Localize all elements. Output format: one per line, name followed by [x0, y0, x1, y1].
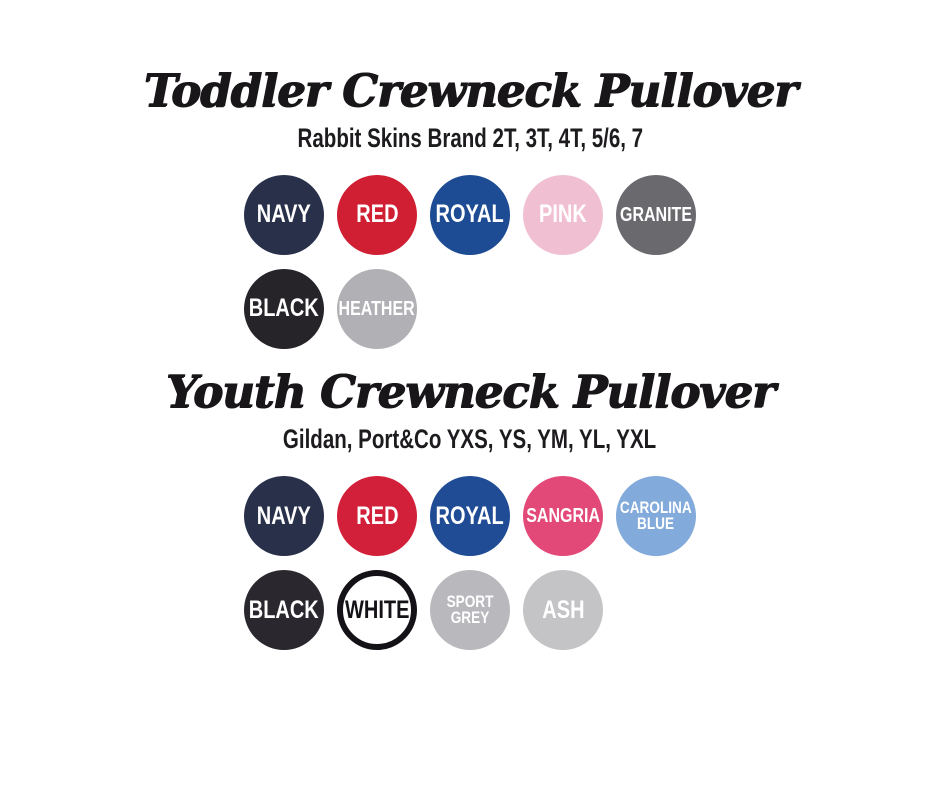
color-swatch-navy: NAVY — [244, 476, 324, 557]
color-swatch-label: ROYAL — [435, 200, 505, 229]
color-swatch-label: HEATHER — [338, 297, 416, 320]
youth-section-subtitle: Gildan, Port&Co YXS, YS, YM, YL, YXL — [0, 423, 940, 455]
color-swatch-heather: HEATHER — [337, 269, 417, 350]
youth-color-grid: NAVY RED ROYAL SANGRIA CAROLINA BLUE BLACK WHI… — [244, 476, 696, 651]
color-swatch-sport-grey: SPORT GREY — [430, 570, 510, 651]
color-swatch-label: WHITE — [344, 595, 410, 624]
toddler-sizes-text: Rabbit Skins Brand 2T, 3T, 4T, 5/6, 7 — [297, 122, 643, 153]
color-swatch-granite: GRANITE — [616, 175, 696, 256]
color-swatch-black: BLACK — [244, 269, 324, 350]
color-swatch-label: RED — [355, 200, 399, 229]
color-swatch-royal: ROYAL — [430, 476, 510, 557]
color-swatch-carolina-blue: CAROLINA BLUE — [616, 476, 696, 557]
color-swatch-label: ROYAL — [435, 501, 505, 530]
color-swatch-label: CAROLINA BLUE — [620, 498, 693, 534]
toddler-crewneck-section: Toddler Crewneck Pullover Rabbit Skins B… — [0, 62, 940, 350]
color-swatch-label: NAVY — [256, 200, 312, 229]
color-swatch-royal: ROYAL — [430, 175, 510, 256]
color-swatch-label: SANGRIA — [526, 504, 600, 527]
color-swatch-navy: NAVY — [244, 175, 324, 256]
toddler-section-title: Toddler Crewneck Pullover — [143, 64, 797, 117]
youth-section-title: Youth Crewneck Pullover — [165, 365, 776, 419]
color-swatch-red: RED — [337, 175, 417, 256]
color-swatch-label: BLACK — [249, 595, 319, 624]
color-swatch-label: RED — [355, 501, 399, 530]
color-swatch-label: NAVY — [256, 501, 312, 530]
color-swatch-label: SPORT GREY — [446, 592, 494, 628]
color-swatch-black: BLACK — [244, 570, 324, 651]
color-swatch-pink: PINK — [523, 175, 603, 256]
toddler-section-subtitle: Rabbit Skins Brand 2T, 3T, 4T, 5/6, 7 — [0, 122, 940, 154]
color-swatch-red: RED — [337, 476, 417, 557]
color-swatch-white: WHITE — [337, 570, 417, 651]
color-swatch-label: GRANITE — [620, 203, 692, 226]
youth-sizes-text: Gildan, Port&Co YXS, YS, YM, YL, YXL — [283, 423, 657, 454]
color-swatch-label: PINK — [539, 200, 587, 229]
color-swatch-label: ASH — [541, 595, 585, 624]
color-swatch-label: BLACK — [249, 294, 319, 323]
color-swatch-sangria: SANGRIA — [523, 476, 603, 557]
toddler-color-grid: NAVY RED ROYAL PINK GRANITE BLACK HEATHER — [244, 175, 696, 350]
youth-crewneck-section: Youth Crewneck Pullover Gildan, Port&Co … — [0, 363, 940, 651]
color-swatch-ash: ASH — [523, 570, 603, 651]
